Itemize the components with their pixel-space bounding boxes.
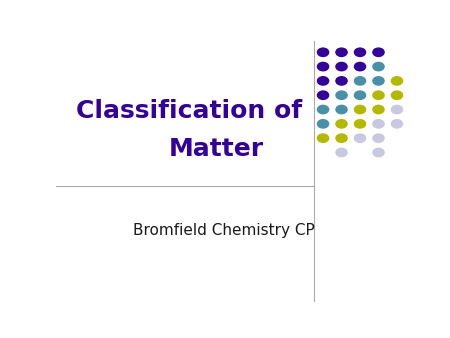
- Circle shape: [355, 63, 365, 71]
- Circle shape: [336, 48, 347, 56]
- Circle shape: [355, 120, 365, 128]
- Circle shape: [317, 48, 328, 56]
- Text: Bromfield Chemistry CP: Bromfield Chemistry CP: [133, 223, 315, 238]
- Circle shape: [392, 120, 403, 128]
- Circle shape: [336, 63, 347, 71]
- Circle shape: [355, 77, 365, 85]
- Circle shape: [336, 134, 347, 142]
- Circle shape: [392, 77, 403, 85]
- Circle shape: [355, 105, 365, 114]
- Circle shape: [373, 120, 384, 128]
- Circle shape: [392, 91, 403, 99]
- Circle shape: [336, 91, 347, 99]
- Text: Classification of: Classification of: [76, 99, 302, 123]
- Circle shape: [355, 48, 365, 56]
- Circle shape: [317, 134, 328, 142]
- Circle shape: [317, 91, 328, 99]
- Circle shape: [336, 105, 347, 114]
- Circle shape: [373, 77, 384, 85]
- Circle shape: [373, 63, 384, 71]
- Text: Matter: Matter: [169, 137, 264, 161]
- Circle shape: [355, 134, 365, 142]
- Circle shape: [392, 105, 403, 114]
- Circle shape: [336, 77, 347, 85]
- Circle shape: [336, 148, 347, 156]
- Circle shape: [317, 63, 328, 71]
- Circle shape: [373, 48, 384, 56]
- Circle shape: [373, 148, 384, 156]
- Circle shape: [373, 91, 384, 99]
- Circle shape: [355, 91, 365, 99]
- Circle shape: [317, 105, 328, 114]
- Circle shape: [317, 120, 328, 128]
- Circle shape: [336, 120, 347, 128]
- Circle shape: [373, 134, 384, 142]
- Circle shape: [317, 77, 328, 85]
- Circle shape: [373, 105, 384, 114]
